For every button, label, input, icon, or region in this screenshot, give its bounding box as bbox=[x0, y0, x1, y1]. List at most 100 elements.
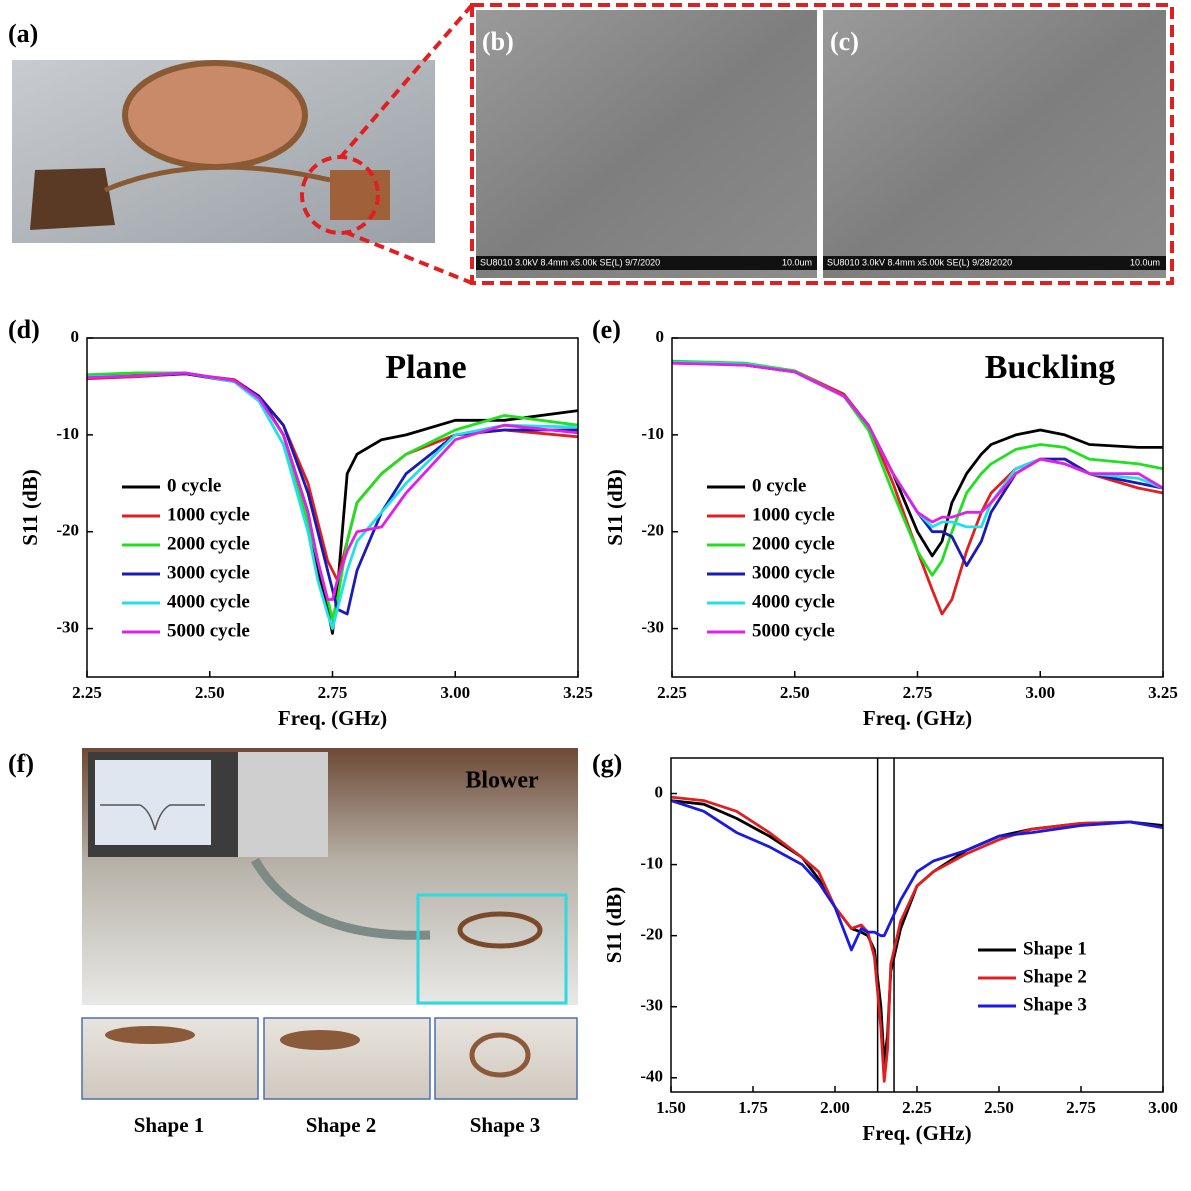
x-tick-label: 2.25 bbox=[902, 1098, 932, 1117]
series-line bbox=[671, 360, 1164, 567]
x-axis-label: Freq. (GHz) bbox=[862, 1121, 971, 1145]
series-line bbox=[86, 372, 579, 582]
sem-image bbox=[476, 10, 817, 278]
series-line bbox=[86, 372, 578, 616]
legend-label: 1000 cycle bbox=[752, 504, 835, 525]
highlight-box bbox=[416, 893, 568, 1005]
sem-scale: 10.0um bbox=[782, 257, 812, 267]
x-tick-label: 2.00 bbox=[820, 1098, 850, 1117]
antenna-arm bbox=[104, 164, 331, 193]
y-axis-label: S11 (dB) bbox=[18, 469, 42, 545]
shape-antenna bbox=[469, 1032, 531, 1078]
photo-label: Blower bbox=[465, 768, 539, 794]
x-tick-label: 2.50 bbox=[984, 1098, 1014, 1117]
x-tick-label: 2.25 bbox=[72, 683, 102, 702]
x-tick-label: 3.25 bbox=[1148, 683, 1178, 702]
x-tick-label: 1.50 bbox=[656, 1098, 686, 1117]
legend-label: 5000 cycle bbox=[752, 620, 835, 641]
panel-label: (c) bbox=[830, 27, 859, 56]
annotation: Buckling bbox=[985, 349, 1115, 386]
zoom-line bbox=[344, 230, 473, 285]
analyzer-screen bbox=[95, 760, 211, 845]
y-tick-label: 0 bbox=[71, 327, 80, 346]
legend-label: Shape 3 bbox=[1023, 994, 1087, 1015]
shape-antenna bbox=[280, 1030, 360, 1050]
shape-label: Shape 2 bbox=[306, 1113, 377, 1137]
legend-label: 0 cycle bbox=[167, 475, 221, 496]
legend-label: 4000 cycle bbox=[167, 591, 250, 612]
x-tick-label: 3.00 bbox=[440, 683, 470, 702]
sem-bar bbox=[823, 256, 1166, 270]
x-tick-label: 2.25 bbox=[657, 683, 687, 702]
x-tick-label: 3.00 bbox=[1148, 1098, 1178, 1117]
x-tick-label: 2.75 bbox=[1066, 1098, 1096, 1117]
x-tick-label: 1.75 bbox=[738, 1098, 768, 1117]
plot-frame bbox=[671, 337, 1164, 678]
y-tick-label: -10 bbox=[56, 424, 79, 443]
x-tick-label: 2.50 bbox=[780, 683, 810, 702]
x-tick-label: 2.75 bbox=[318, 683, 348, 702]
y-tick-label: -30 bbox=[56, 617, 79, 636]
cable bbox=[251, 857, 431, 940]
y-tick-label: -30 bbox=[641, 617, 664, 636]
panel-label: (d) bbox=[8, 315, 40, 344]
y-axis-label: S11 (dB) bbox=[602, 887, 626, 963]
screen-trace bbox=[100, 804, 205, 831]
y-tick-label: -20 bbox=[640, 925, 663, 944]
legend-label: 0 cycle bbox=[752, 475, 806, 496]
shape-label: Shape 3 bbox=[470, 1113, 541, 1137]
legend-label: 3000 cycle bbox=[167, 562, 250, 583]
legend-label: 5000 cycle bbox=[167, 620, 250, 641]
legend-label: 2000 cycle bbox=[752, 533, 835, 554]
y-tick-label: 0 bbox=[655, 782, 664, 801]
plot-frame bbox=[670, 757, 1164, 1093]
sem-caption: SU8010 3.0kV 8.4mm x5.00k SE(L) 9/7/2020 bbox=[480, 257, 660, 267]
series-line bbox=[670, 799, 1164, 952]
panel-label: (e) bbox=[592, 315, 621, 344]
zoom-line bbox=[338, 3, 474, 160]
sem-caption: SU8010 3.0kV 8.4mm x5.00k SE(L) 9/28/202… bbox=[827, 257, 1012, 267]
series-line bbox=[671, 360, 1164, 616]
legend-label: 3000 cycle bbox=[752, 562, 835, 583]
y-tick-label: 0 bbox=[656, 327, 665, 346]
series-line bbox=[671, 361, 1164, 524]
x-tick-label: 2.75 bbox=[903, 683, 933, 702]
y-tick-label: -10 bbox=[641, 424, 664, 443]
x-tick-label: 3.25 bbox=[563, 683, 593, 702]
sem-bar bbox=[476, 256, 817, 270]
x-axis-label: Freq. (GHz) bbox=[863, 706, 972, 730]
panel-label: (g) bbox=[592, 749, 622, 778]
zoom-frame bbox=[470, 3, 1174, 285]
analyzer-panel bbox=[238, 752, 328, 857]
shape-antenna bbox=[105, 1026, 195, 1044]
y-tick-label: -20 bbox=[641, 521, 664, 540]
panel-label: (f) bbox=[8, 749, 34, 778]
y-tick-label: -40 bbox=[640, 1067, 663, 1086]
panel-label: (b) bbox=[482, 27, 514, 56]
series-line bbox=[670, 795, 1164, 1083]
x-tick-label: 3.00 bbox=[1025, 683, 1055, 702]
shape-label: Shape 1 bbox=[134, 1113, 205, 1137]
series-line bbox=[86, 371, 579, 621]
series-line bbox=[86, 371, 579, 601]
series-line bbox=[670, 799, 1164, 1065]
y-tick-label: -30 bbox=[640, 996, 663, 1015]
x-tick-label: 2.50 bbox=[195, 683, 225, 702]
antenna-ground bbox=[30, 168, 115, 230]
y-tick-label: -20 bbox=[56, 521, 79, 540]
antenna-patch bbox=[122, 60, 308, 170]
shape-photo bbox=[263, 1017, 431, 1100]
annotation: Plane bbox=[385, 349, 466, 386]
legend-label: 4000 cycle bbox=[752, 591, 835, 612]
panel-label: (a) bbox=[8, 19, 38, 48]
legend-label: Shape 2 bbox=[1023, 966, 1087, 987]
legend-label: 1000 cycle bbox=[167, 504, 250, 525]
sem-scale: 10.0um bbox=[1130, 257, 1160, 267]
series-line bbox=[671, 359, 1164, 577]
antenna bbox=[457, 911, 543, 949]
y-tick-label: -10 bbox=[640, 854, 663, 873]
legend-label: Shape 1 bbox=[1023, 938, 1087, 959]
connector bbox=[330, 170, 390, 220]
sem-image bbox=[823, 10, 1166, 278]
